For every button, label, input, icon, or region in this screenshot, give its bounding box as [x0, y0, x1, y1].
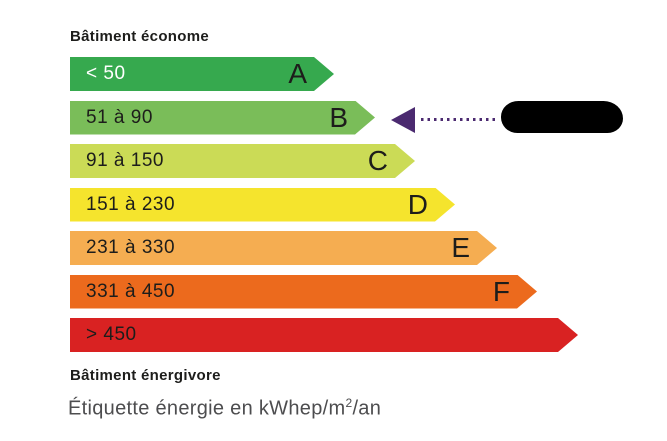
band-letter: E — [451, 232, 470, 263]
band-range: < 50 — [86, 63, 126, 84]
band-letter: D — [407, 188, 428, 220]
energy-band: 151 à 230 D — [70, 188, 455, 222]
band-range: > 450 — [86, 324, 137, 345]
band-range: 151 à 230 — [86, 193, 176, 215]
left-arrow-icon — [391, 107, 415, 133]
caption: Étiquette énergie en kWhep/m2/an — [68, 396, 381, 421]
band-range: 51 à 90 — [86, 106, 153, 128]
energy-band: > 450 — [70, 318, 578, 352]
band-letter: C — [367, 145, 388, 176]
energy-band: 91 à 150 C — [70, 144, 415, 178]
energy-band: < 50 A — [70, 57, 334, 91]
energy-band: 331 à 450 F — [70, 275, 537, 309]
energy-intensive-building-label: Bâtiment énergivore — [70, 367, 221, 384]
caption-suffix: /an — [352, 397, 382, 420]
energy-band: 231 à 330 E — [70, 231, 497, 265]
redacted-value-blob — [501, 101, 623, 133]
band-range: 91 à 150 — [86, 150, 164, 171]
economical-building-label: Bâtiment économe — [70, 28, 209, 45]
caption-text: Étiquette énergie en kWhep/m — [68, 397, 346, 420]
band-range: 331 à 450 — [86, 280, 176, 302]
caption-superscript: 2 — [345, 396, 353, 410]
band-letter: B — [329, 101, 348, 133]
energy-band: 51 à 90 B — [70, 101, 375, 135]
band-letter: A — [288, 58, 307, 89]
band-range: 231 à 330 — [86, 237, 176, 258]
energy-scale: < 50 A 51 à 90 B 91 à 150 C 151 à 230 D … — [70, 57, 578, 362]
band-letter: F — [492, 275, 510, 307]
dotted-connector-line — [421, 118, 499, 121]
